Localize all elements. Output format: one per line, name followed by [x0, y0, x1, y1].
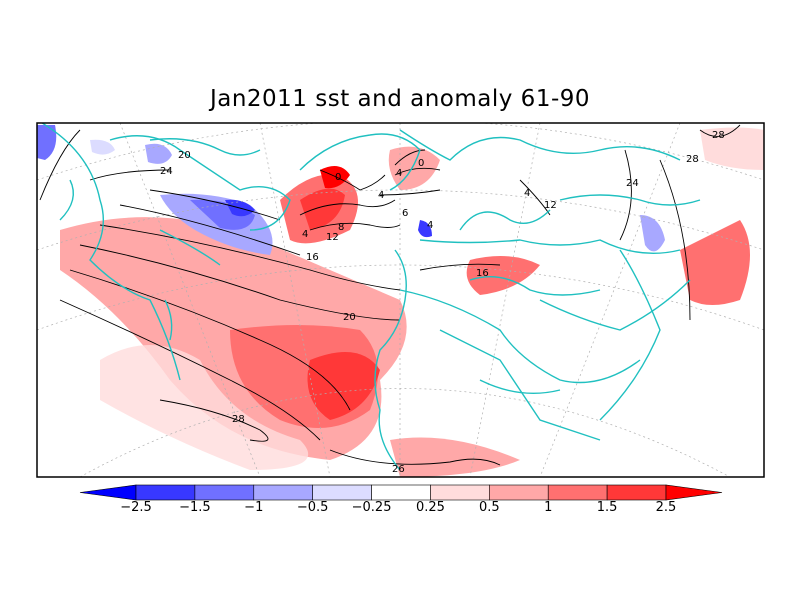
colorbar-tick-label: −1 [244, 500, 264, 515]
contour-label: 28 [232, 414, 245, 425]
map-title: Jan2011 sst and anomaly 61-90 [209, 86, 591, 112]
colorbar-arrow-left [79, 484, 137, 501]
map-frame [36, 122, 765, 478]
contour-label: 24 [160, 166, 173, 177]
sst-contours [39, 124, 741, 466]
contour-label: 4 [396, 168, 402, 179]
contour-label: 0 [418, 158, 424, 169]
colorbar-segment [194, 484, 255, 501]
contour-label: 26 [392, 464, 405, 475]
contour-label: 20 [343, 312, 356, 323]
contour-label: 12 [326, 232, 339, 243]
colorbar-tick-label: 1.5 [596, 500, 618, 515]
colorbar-tick-label: 2.5 [655, 500, 677, 515]
contour-label: 12 [544, 200, 557, 211]
contour-label: 4 [378, 190, 384, 201]
contour-label: 24 [626, 178, 639, 189]
contour-label: 0 [335, 172, 341, 183]
colorbar-tick-label: 0.25 [415, 500, 445, 515]
colorbar-segment [489, 484, 549, 501]
contour-label: 6 [402, 208, 408, 219]
contour-label: 20 [178, 150, 191, 161]
colorbar-segment [547, 484, 608, 501]
colorbar-segment [606, 484, 667, 501]
contour-labels: 0 4 4 6 8 12 16 16 20 20 24 24 28 28 28 … [160, 130, 725, 475]
contour-label: 4 [524, 188, 530, 199]
contour-label: 4 [302, 229, 308, 240]
contour-label: 16 [476, 268, 489, 279]
colorbar-segment [312, 484, 372, 501]
map-area [37, 123, 764, 477]
contour-label: 8 [338, 222, 344, 233]
colorbar-tick-label: −1.5 [179, 500, 211, 515]
colorbar-tick-label: −0.25 [351, 500, 392, 515]
colorbar-segment [135, 484, 196, 501]
graticule [37, 123, 764, 477]
colorbar-tick-label: 1 [544, 500, 553, 515]
contour-label: 16 [306, 252, 319, 263]
positive-anomaly-shading [60, 127, 764, 477]
land-outlines [40, 123, 701, 471]
colorbar-segment [371, 484, 431, 501]
contour-label: 28 [686, 154, 699, 165]
contour-label: 28 [712, 130, 725, 141]
colorbar [79, 484, 723, 501]
colorbar-arrow-right [665, 484, 723, 501]
colorbar-tick-label: −2.5 [120, 500, 152, 515]
colorbar-tick-label: 0.5 [478, 500, 500, 515]
contour-label: 4 [427, 220, 433, 231]
colorbar-segment [253, 484, 313, 501]
colorbar-segment [430, 484, 490, 501]
colorbar-tick-label: −0.5 [296, 500, 329, 515]
